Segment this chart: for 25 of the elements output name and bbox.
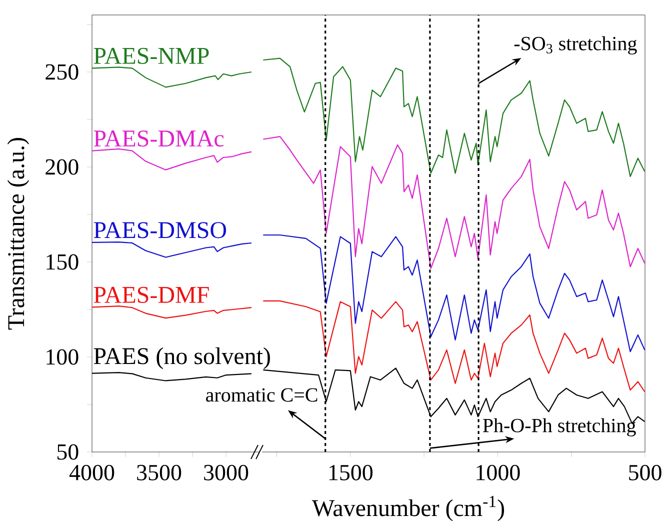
series-label: PAES-DMSO — [94, 222, 226, 238]
y-tick-label: 200 — [46, 159, 78, 175]
annotation: Ph-O-Ph stretching — [482, 418, 636, 436]
y-axis-title: Transmittance (a.u.) — [7, 138, 30, 330]
line-series — [91, 306, 252, 319]
x-tick-label: 500 — [629, 464, 662, 480]
y-tick-label: 250 — [46, 64, 78, 80]
line-series — [91, 66, 252, 88]
series-label: PAES-DMF — [94, 286, 209, 304]
annotation: aromatic C=C — [206, 388, 318, 402]
x-tick-label: 1000 — [476, 464, 520, 480]
y-tick-label: 50 — [57, 444, 78, 460]
x-tick-label: 3000 — [204, 464, 248, 480]
y-tick-label: 100 — [46, 349, 78, 365]
x-tick-label: 4000 — [69, 464, 114, 480]
series-label: PAES-DMAc — [94, 130, 224, 147]
x-tick-label: 1500 — [329, 464, 373, 480]
x-axis-title: Wavenumber (cm$^{-1}$) — [312, 496, 504, 521]
series-label: PAES-NMP — [94, 48, 209, 64]
annotation: -SO$_{3}$ stretching — [514, 36, 637, 54]
y-tick-label: 150 — [46, 254, 78, 270]
x-tick-label: 3500 — [137, 464, 182, 480]
series-label: PAES (no solvent) — [94, 347, 270, 370]
line-series — [91, 148, 252, 170]
line-series — [91, 241, 252, 258]
